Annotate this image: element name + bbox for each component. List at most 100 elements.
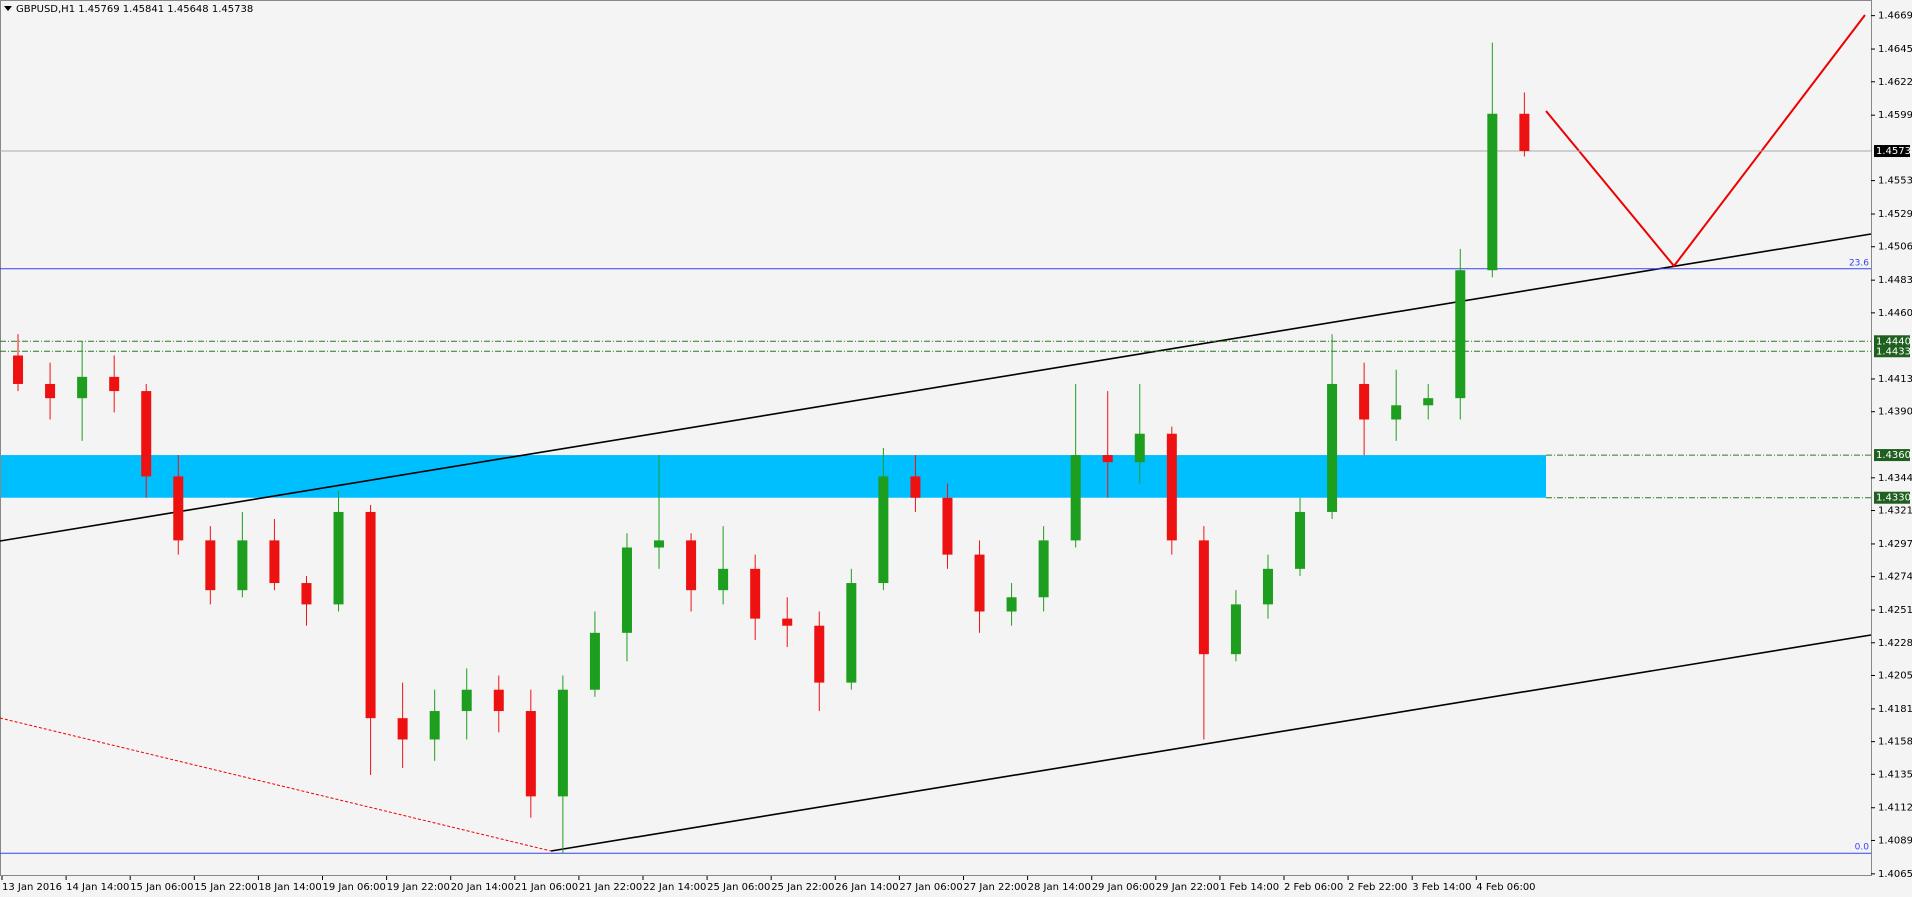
candle-body (1262, 568, 1273, 605)
x-tick-label: 25 Jan 06:00 (707, 882, 770, 893)
x-tick-label: 15 Jan 06:00 (130, 882, 193, 893)
x-tick-label: 13 Jan 2016 (2, 882, 62, 893)
candle-body (1487, 113, 1498, 271)
x-tick-label: 14 Jan 14:00 (66, 882, 129, 893)
y-tick-label: 1.44135 (1878, 374, 1912, 385)
x-tick-label: 2 Feb 22:00 (1348, 882, 1407, 893)
current-price-label: 1.45738 (1876, 146, 1912, 157)
x-tick-label: 15 Jan 22:00 (194, 882, 257, 893)
candle-body (878, 476, 889, 584)
candle-body (237, 540, 248, 591)
candle-body (1070, 455, 1081, 541)
candle-body (13, 355, 24, 384)
y-tick-label: 1.42745 (1878, 572, 1912, 583)
x-tick-label: 26 Jan 14:00 (835, 882, 898, 893)
trendline (550, 634, 1872, 852)
current-price-box (1874, 145, 1910, 158)
candle-body (1455, 270, 1466, 399)
level-label-box (1874, 449, 1910, 462)
candle-body (1519, 113, 1530, 152)
level-label: 1.43600 (1876, 450, 1912, 461)
menu-icon[interactable] (4, 6, 12, 11)
y-tick-label: 1.42975 (1878, 539, 1912, 550)
y-tick-label: 1.41585 (1878, 737, 1912, 748)
candle-body (1102, 455, 1113, 463)
y-tick-label: 1.43905 (1878, 407, 1912, 418)
support-zone (1, 455, 1546, 498)
candle-body (141, 391, 152, 477)
y-tick-label: 1.46225 (1878, 77, 1912, 88)
level-label-box (1874, 345, 1910, 358)
candle-body (974, 554, 985, 612)
level-label: 1.43300 (1876, 493, 1912, 504)
plot-area (0, 0, 1872, 876)
candle-body (461, 689, 472, 712)
candle-body (525, 711, 536, 797)
candle-body (589, 632, 600, 690)
candle-body (782, 618, 793, 626)
candle-body (269, 540, 280, 584)
candle-body (814, 625, 825, 683)
x-tick-label: 20 Jan 14:00 (451, 882, 514, 893)
candle-body (1295, 511, 1306, 569)
level-label-box (1874, 335, 1910, 348)
level-label: 1.44330 (1876, 346, 1912, 357)
y-tick-label: 1.45295 (1878, 209, 1912, 220)
candle-body (1423, 398, 1434, 406)
x-tick-label: 18 Jan 14:00 (258, 882, 321, 893)
y-tick-label: 1.43210 (1878, 506, 1912, 517)
level-label-box (1874, 491, 1910, 504)
x-tick-label: 22 Jan 14:00 (643, 882, 706, 893)
y-tick-label: 1.42280 (1878, 638, 1912, 649)
x-tick-label: 2 Feb 06:00 (1284, 882, 1343, 893)
x-tick-label: 25 Jan 22:00 (771, 882, 834, 893)
x-tick-label: 27 Jan 22:00 (964, 882, 1027, 893)
y-tick-label: 1.44830 (1878, 275, 1912, 286)
candle-body (1327, 383, 1338, 512)
y-tick-label: 1.40655 (1878, 869, 1912, 880)
candle-body (1166, 433, 1177, 541)
y-tick-label: 1.42050 (1878, 670, 1912, 681)
candle-body (173, 476, 184, 541)
x-tick-label: 29 Jan 06:00 (1092, 882, 1155, 893)
candle-body (1006, 597, 1017, 612)
candle-body (429, 711, 440, 740)
y-tick-label: 1.40890 (1878, 835, 1912, 846)
candle-body (397, 718, 408, 740)
y-tick-label: 1.42510 (1878, 605, 1912, 616)
candle-body (942, 497, 953, 555)
y-tick-label: 1.46455 (1878, 44, 1912, 55)
y-tick-label: 1.44600 (1878, 308, 1912, 319)
chart-title: GBPUSD,H1 1.45769 1.45841 1.45648 1.4573… (16, 4, 253, 15)
y-tick-label: 1.41355 (1878, 769, 1912, 780)
candle-body (365, 511, 376, 719)
fib-label: 23.6 (1849, 258, 1869, 268)
zone-layer (1, 455, 1546, 498)
candle-body (205, 540, 216, 591)
y-tick-label: 1.45990 (1878, 110, 1912, 121)
y-tick-label: 1.45530 (1878, 176, 1912, 187)
candle-body (846, 583, 857, 683)
y-tick-label: 1.41120 (1878, 803, 1912, 814)
x-tick-label: 1 Feb 14:00 (1220, 882, 1279, 893)
candle-body (301, 583, 312, 605)
candle-body (654, 540, 665, 548)
y-tick-label: 1.41815 (1878, 704, 1912, 715)
candle-body (621, 547, 632, 633)
candle-body (1198, 540, 1209, 655)
candle-body (45, 383, 56, 399)
dotted-trendline (0, 717, 552, 852)
candle-body (557, 689, 568, 797)
x-tick-label: 21 Jan 06:00 (515, 882, 578, 893)
x-tick-label: 21 Jan 22:00 (579, 882, 642, 893)
trendline (0, 233, 1872, 542)
candle-body (493, 689, 504, 712)
candle-body (333, 511, 344, 605)
x-tick-label: 19 Jan 22:00 (387, 882, 450, 893)
candle-body (1391, 405, 1402, 420)
y-tick-label: 1.46690 (1878, 11, 1912, 22)
candle-body (718, 568, 729, 591)
candle-body (686, 540, 697, 591)
